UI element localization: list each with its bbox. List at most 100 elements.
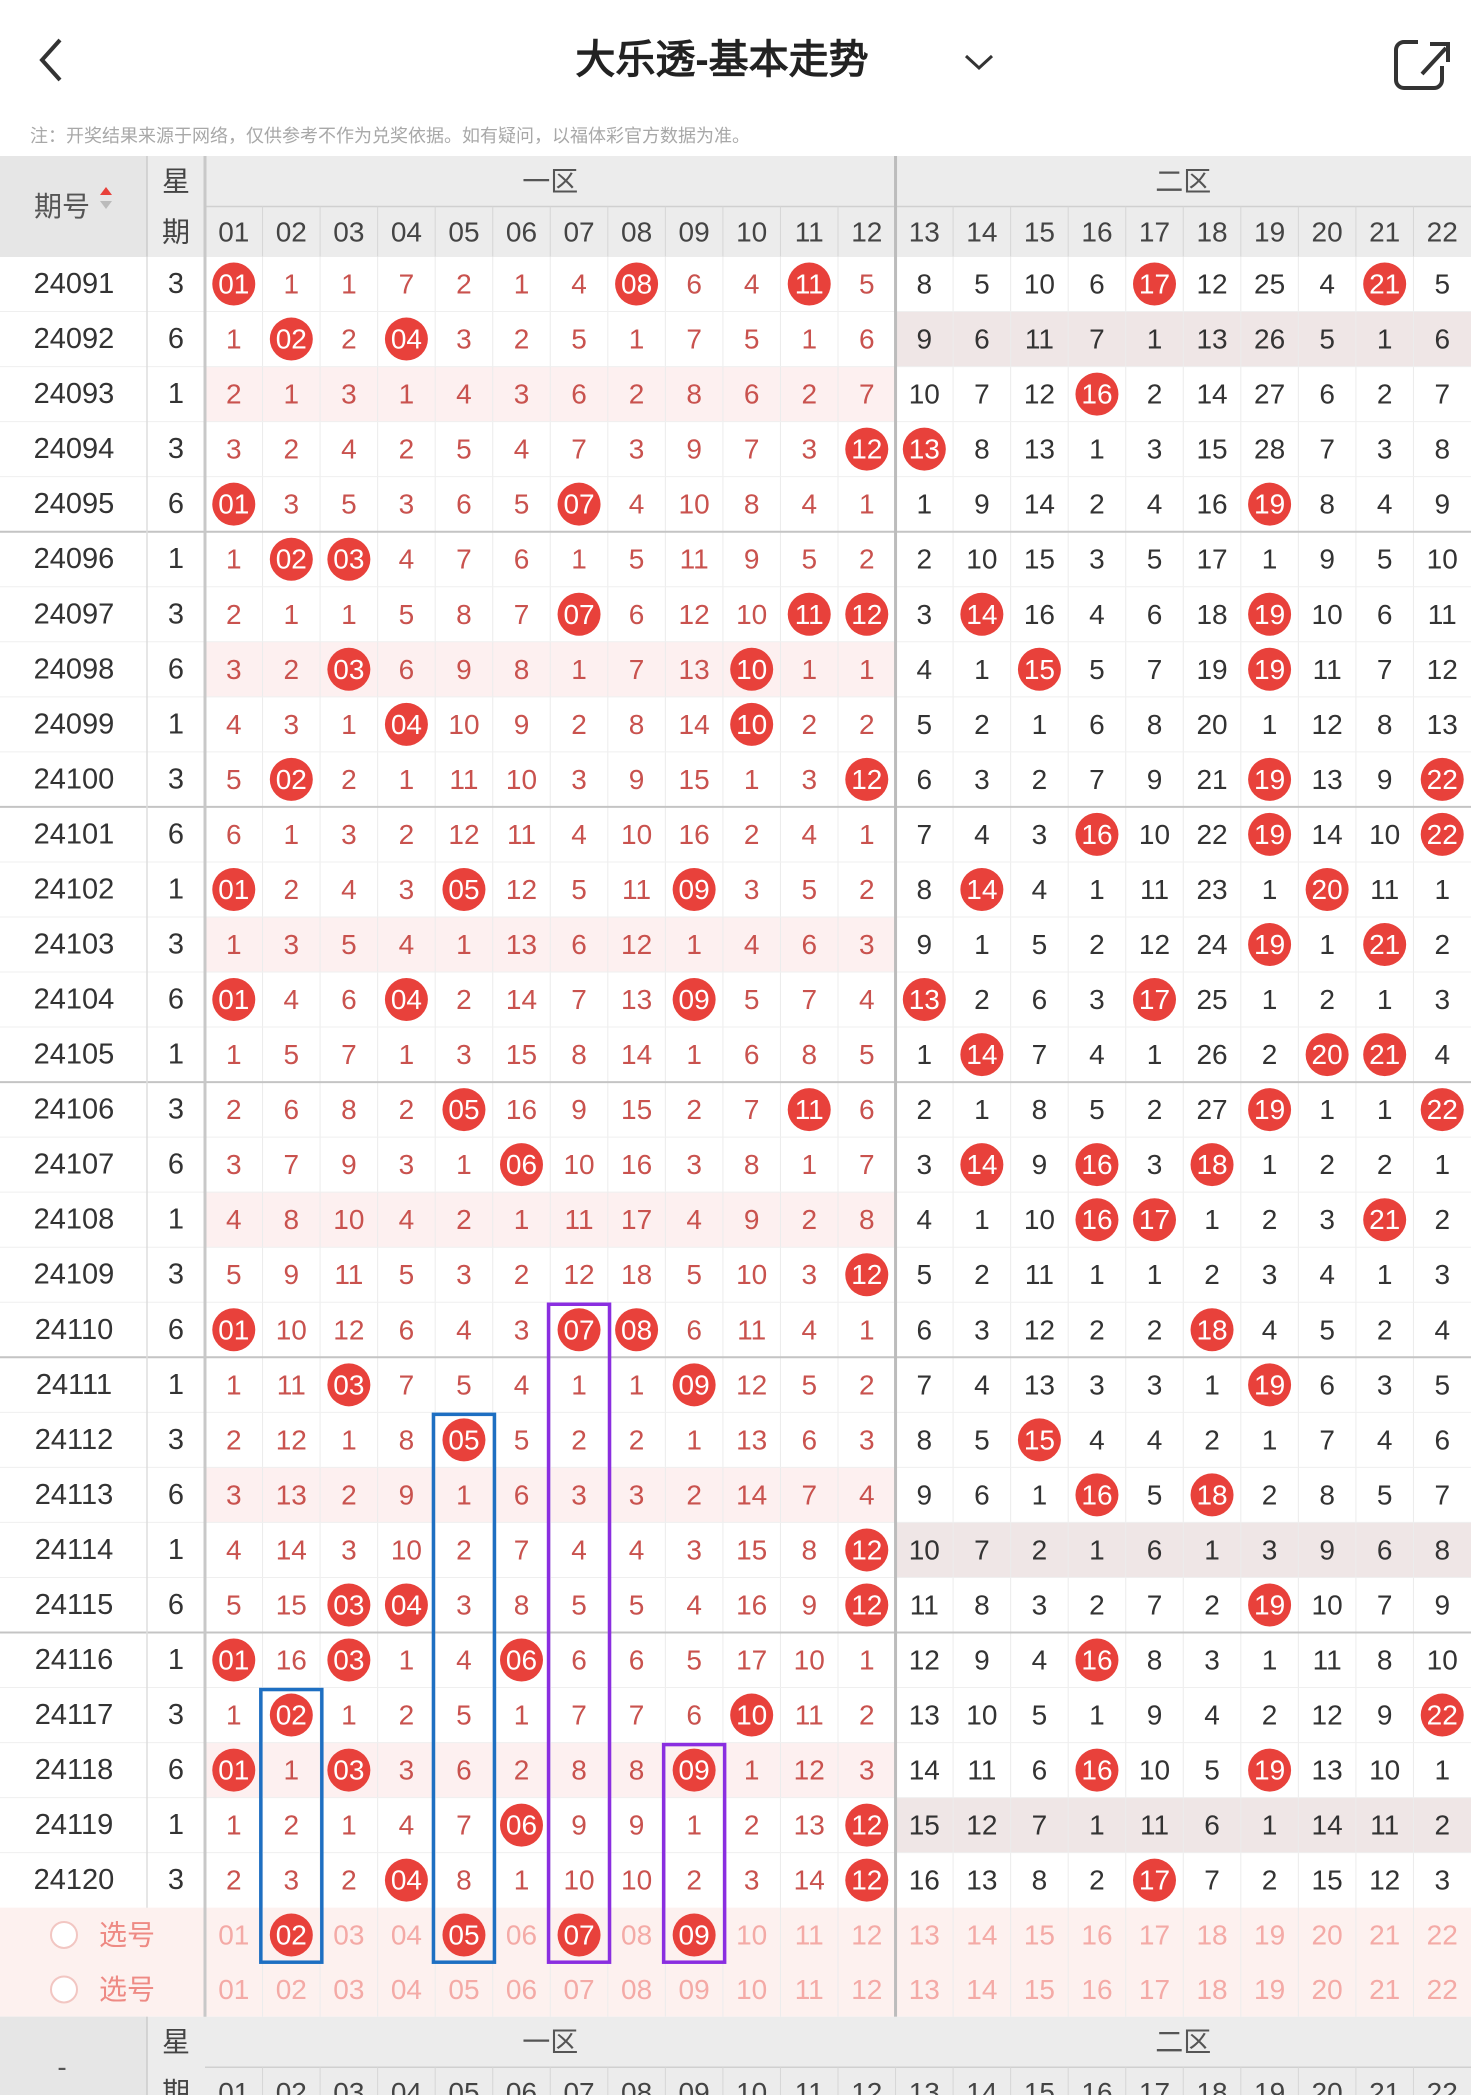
miss-count: 1: [1089, 1810, 1105, 1841]
select-number[interactable]: 17: [1139, 1974, 1170, 2005]
hit-ball: [787, 592, 831, 636]
miss-count: 7: [571, 434, 587, 465]
weekday: 6: [168, 653, 184, 685]
select-number[interactable]: 02: [276, 1974, 307, 2005]
select-number[interactable]: 19: [1254, 1974, 1285, 2005]
miss-count: 27: [1196, 1094, 1227, 1125]
miss-count: 14: [794, 1865, 825, 1896]
miss-count: 8: [1319, 489, 1335, 520]
select-number[interactable]: 04: [391, 1919, 422, 1950]
miss-count: 5: [399, 1259, 415, 1290]
hit-number: 09: [679, 984, 710, 1015]
miss-count: 1: [859, 1645, 875, 1676]
hit-number: 04: [391, 324, 422, 355]
miss-count: 2: [341, 1479, 357, 1510]
select-number[interactable]: 08: [621, 1974, 652, 2005]
miss-count: 3: [917, 599, 933, 630]
miss-count: 9: [1377, 764, 1393, 795]
miss-count: 10: [1369, 819, 1400, 850]
select-number[interactable]: 13: [909, 1974, 940, 2005]
select-radio[interactable]: [50, 1975, 78, 2004]
miss-count: 2: [571, 709, 587, 740]
select-number[interactable]: 03: [333, 1974, 364, 2005]
column-header: 21: [1369, 216, 1400, 247]
dropdown-icon[interactable]: [964, 54, 994, 71]
select-number[interactable]: 18: [1196, 1974, 1227, 2005]
miss-count: 3: [284, 929, 300, 960]
select-number[interactable]: 14: [966, 1974, 997, 2005]
select-number[interactable]: 06: [506, 1974, 537, 2005]
select-number[interactable]: 11: [795, 1919, 824, 1950]
select-number[interactable]: 04: [391, 1974, 422, 2005]
select-number[interactable]: 20: [1312, 1974, 1343, 2005]
miss-count: 1: [686, 1039, 702, 1070]
select-number[interactable]: 09: [679, 1974, 710, 2005]
select-number[interactable]: 01: [218, 1974, 249, 2005]
select-number[interactable]: 21: [1369, 1919, 1400, 1950]
miss-count: 10: [1312, 599, 1343, 630]
miss-count: 3: [1032, 1589, 1048, 1620]
select-number[interactable]: 08: [621, 1919, 652, 1950]
page-title[interactable]: 大乐透-基本走势: [575, 38, 868, 82]
issue: 24106: [34, 1094, 115, 1126]
select-number[interactable]: 16: [1081, 1974, 1112, 2005]
miss-count: 1: [974, 1204, 990, 1235]
column-header: 17: [1139, 216, 1170, 247]
hit-number: 11: [795, 599, 824, 630]
select-number[interactable]: 16: [1081, 1919, 1112, 1950]
miss-count: 5: [571, 874, 587, 905]
hit-number: 05: [448, 1424, 479, 1455]
column-header: 16: [1081, 2077, 1112, 2095]
miss-count: 7: [1032, 1039, 1048, 1070]
select-number[interactable]: 07: [563, 1919, 594, 1950]
miss-count: 9: [1434, 1589, 1450, 1620]
select-number[interactable]: 01: [218, 1919, 249, 1950]
select-number[interactable]: 13: [909, 1919, 940, 1950]
select-number[interactable]: 22: [1427, 1919, 1458, 1950]
select-number[interactable]: 21: [1369, 1974, 1400, 2005]
miss-count: 2: [1089, 1314, 1105, 1345]
select-number[interactable]: 12: [851, 1919, 882, 1950]
miss-count: 3: [284, 489, 300, 520]
hit-number: 21: [1369, 1204, 1400, 1235]
miss-count: 16: [1024, 599, 1055, 630]
select-number[interactable]: 18: [1196, 1919, 1227, 1950]
select-number[interactable]: 14: [966, 1919, 997, 1950]
miss-count: 3: [801, 434, 817, 465]
select-number[interactable]: 10: [736, 1974, 767, 2005]
miss-count: 9: [514, 709, 530, 740]
select-number[interactable]: 15: [1024, 1974, 1055, 2005]
miss-count: 6: [629, 1645, 645, 1676]
select-number[interactable]: 20: [1312, 1919, 1343, 1950]
select-number[interactable]: 02: [276, 1919, 307, 1950]
select-number[interactable]: 07: [563, 1974, 594, 2005]
miss-count: 12: [448, 819, 479, 850]
miss-count: 1: [341, 1424, 357, 1455]
miss-count: 4: [686, 1204, 702, 1235]
miss-count: 1: [917, 489, 933, 520]
miss-count: 2: [514, 324, 530, 355]
select-number[interactable]: 09: [679, 1919, 710, 1950]
select-number[interactable]: 05: [448, 1974, 479, 2005]
miss-count: 10: [794, 1645, 825, 1676]
miss-count: 11: [1428, 599, 1457, 630]
select-number[interactable]: 12: [851, 1974, 882, 2005]
miss-count: 1: [1434, 874, 1450, 905]
select-number[interactable]: 03: [333, 1919, 364, 1950]
select-number[interactable]: 10: [736, 1919, 767, 1950]
select-number[interactable]: 11: [795, 1974, 824, 2005]
select-number[interactable]: 22: [1427, 1974, 1458, 2005]
share-button[interactable]: [1394, 40, 1450, 90]
select-radio[interactable]: [50, 1920, 78, 1949]
select-number[interactable]: 06: [506, 1919, 537, 1950]
miss-count: 6: [744, 379, 760, 410]
select-number[interactable]: 19: [1254, 1919, 1285, 1950]
select-number[interactable]: 05: [448, 1919, 479, 1950]
miss-count: 19: [1196, 654, 1227, 685]
select-number[interactable]: 17: [1139, 1919, 1170, 1950]
select-number[interactable]: 15: [1024, 1919, 1055, 1950]
hit-ball: [327, 1363, 371, 1407]
miss-count: 4: [1377, 1424, 1393, 1455]
back-button[interactable]: [39, 38, 62, 82]
